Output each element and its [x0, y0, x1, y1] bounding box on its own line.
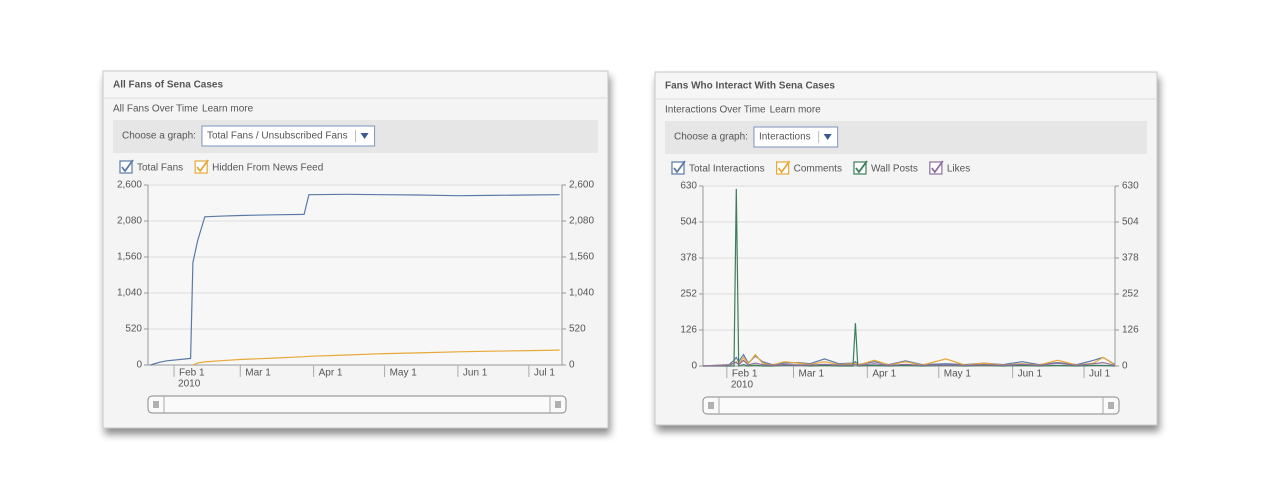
y2-tick-label: 0: [1122, 361, 1128, 372]
x-tick-label: Feb 1: [179, 368, 205, 379]
x-tick-label: Jul 1: [1089, 369, 1111, 380]
y2-tick-label: 504: [1122, 217, 1139, 228]
x-tick-label: May 1: [944, 369, 972, 380]
y-tick-label: 2,080: [117, 216, 142, 227]
legend-check[interactable]: [931, 160, 944, 174]
control-label: Choose a graph:: [674, 132, 748, 143]
legend-check[interactable]: [855, 160, 868, 174]
y2-tick-label: 126: [1122, 325, 1139, 336]
scrollbar[interactable]: [147, 395, 567, 414]
y-tick-label: 1,560: [117, 252, 142, 263]
x-tick-label: Jun 1: [463, 368, 488, 379]
control-bar: [665, 121, 1147, 154]
y-tick-label: 504: [680, 217, 697, 228]
legend-check[interactable]: [777, 160, 791, 174]
y-tick-label: 520: [125, 324, 142, 335]
y2-tick-label: 1,040: [569, 288, 594, 299]
scrollbar[interactable]: [702, 396, 1120, 415]
legend-label[interactable]: Comments: [794, 164, 842, 175]
dropdown[interactable]: [201, 125, 376, 147]
legend-label[interactable]: Likes: [947, 164, 970, 175]
dropdown-arrow[interactable]: [360, 133, 369, 139]
series-line: [192, 349, 560, 366]
dropdown-arrow[interactable]: [823, 134, 832, 140]
y-tick-label: 630: [680, 181, 697, 192]
y2-tick-label: 0: [569, 360, 575, 371]
panel-title: Fans Who Interact With Sena Cases: [665, 81, 835, 92]
x-tick-label: Mar 1: [245, 368, 271, 379]
legend-label[interactable]: Total Interactions: [689, 164, 765, 175]
legend-label[interactable]: Hidden From News Feed: [212, 163, 323, 174]
panel-header: [104, 72, 607, 98]
x-tick-label: Mar 1: [798, 369, 824, 380]
legend-label[interactable]: Total Fans: [137, 163, 183, 174]
y-tick-label: 0: [136, 360, 142, 371]
learn-more-link[interactable]: Learn more: [770, 105, 822, 116]
x-tick-label: May 1: [390, 368, 418, 379]
series-line: [702, 359, 1116, 367]
x-tick-label: Jun 1: [1018, 369, 1043, 380]
dropdown-text[interactable]: Interactions: [759, 132, 811, 143]
y2-tick-label: 520: [569, 324, 586, 335]
subtitle: Interactions Over Time: [665, 105, 766, 116]
series-line: [150, 193, 560, 366]
y2-tick-label: 252: [1122, 289, 1139, 300]
x-tick-label: Feb 1: [732, 369, 758, 380]
panel-header: [656, 73, 1156, 99]
y2-tick-label: 630: [1122, 181, 1139, 192]
dropdown-text[interactable]: Total Fans / Unsubscribed Fans: [207, 131, 348, 142]
y-tick-label: 126: [680, 325, 697, 336]
subtitle: All Fans Over Time: [113, 104, 198, 115]
y-tick-label: 252: [680, 289, 697, 300]
y2-tick-label: 378: [1122, 253, 1139, 264]
legend-check[interactable]: [121, 159, 134, 173]
y-tick-label: 378: [680, 253, 697, 264]
y2-tick-label: 2,600: [569, 180, 594, 191]
x-tick-label: Jul 1: [534, 368, 556, 379]
y2-tick-label: 1,560: [569, 252, 594, 263]
x-tick-label: Apr 1: [319, 368, 343, 379]
series-line: [702, 353, 1116, 367]
y-tick-label: 1,040: [117, 288, 142, 299]
y2-tick-label: 2,080: [569, 216, 594, 227]
y-tick-label: 2,600: [117, 180, 142, 191]
learn-more-link[interactable]: Learn more: [202, 104, 254, 115]
dropdown[interactable]: [753, 126, 839, 148]
legend-check[interactable]: [673, 160, 686, 174]
control-label: Choose a graph:: [122, 131, 196, 142]
plot-area: [148, 185, 562, 365]
legend-check[interactable]: [196, 159, 209, 173]
x-year-label: 2010: [178, 379, 201, 390]
x-tick-label: Apr 1: [872, 369, 896, 380]
plot-area: [703, 186, 1115, 366]
y-tick-label: 0: [691, 361, 697, 372]
legend-label[interactable]: Wall Posts: [871, 164, 918, 175]
series-line: [703, 188, 1116, 367]
panel-title: All Fans of Sena Cases: [113, 80, 223, 91]
x-year-label: 2010: [731, 380, 754, 391]
